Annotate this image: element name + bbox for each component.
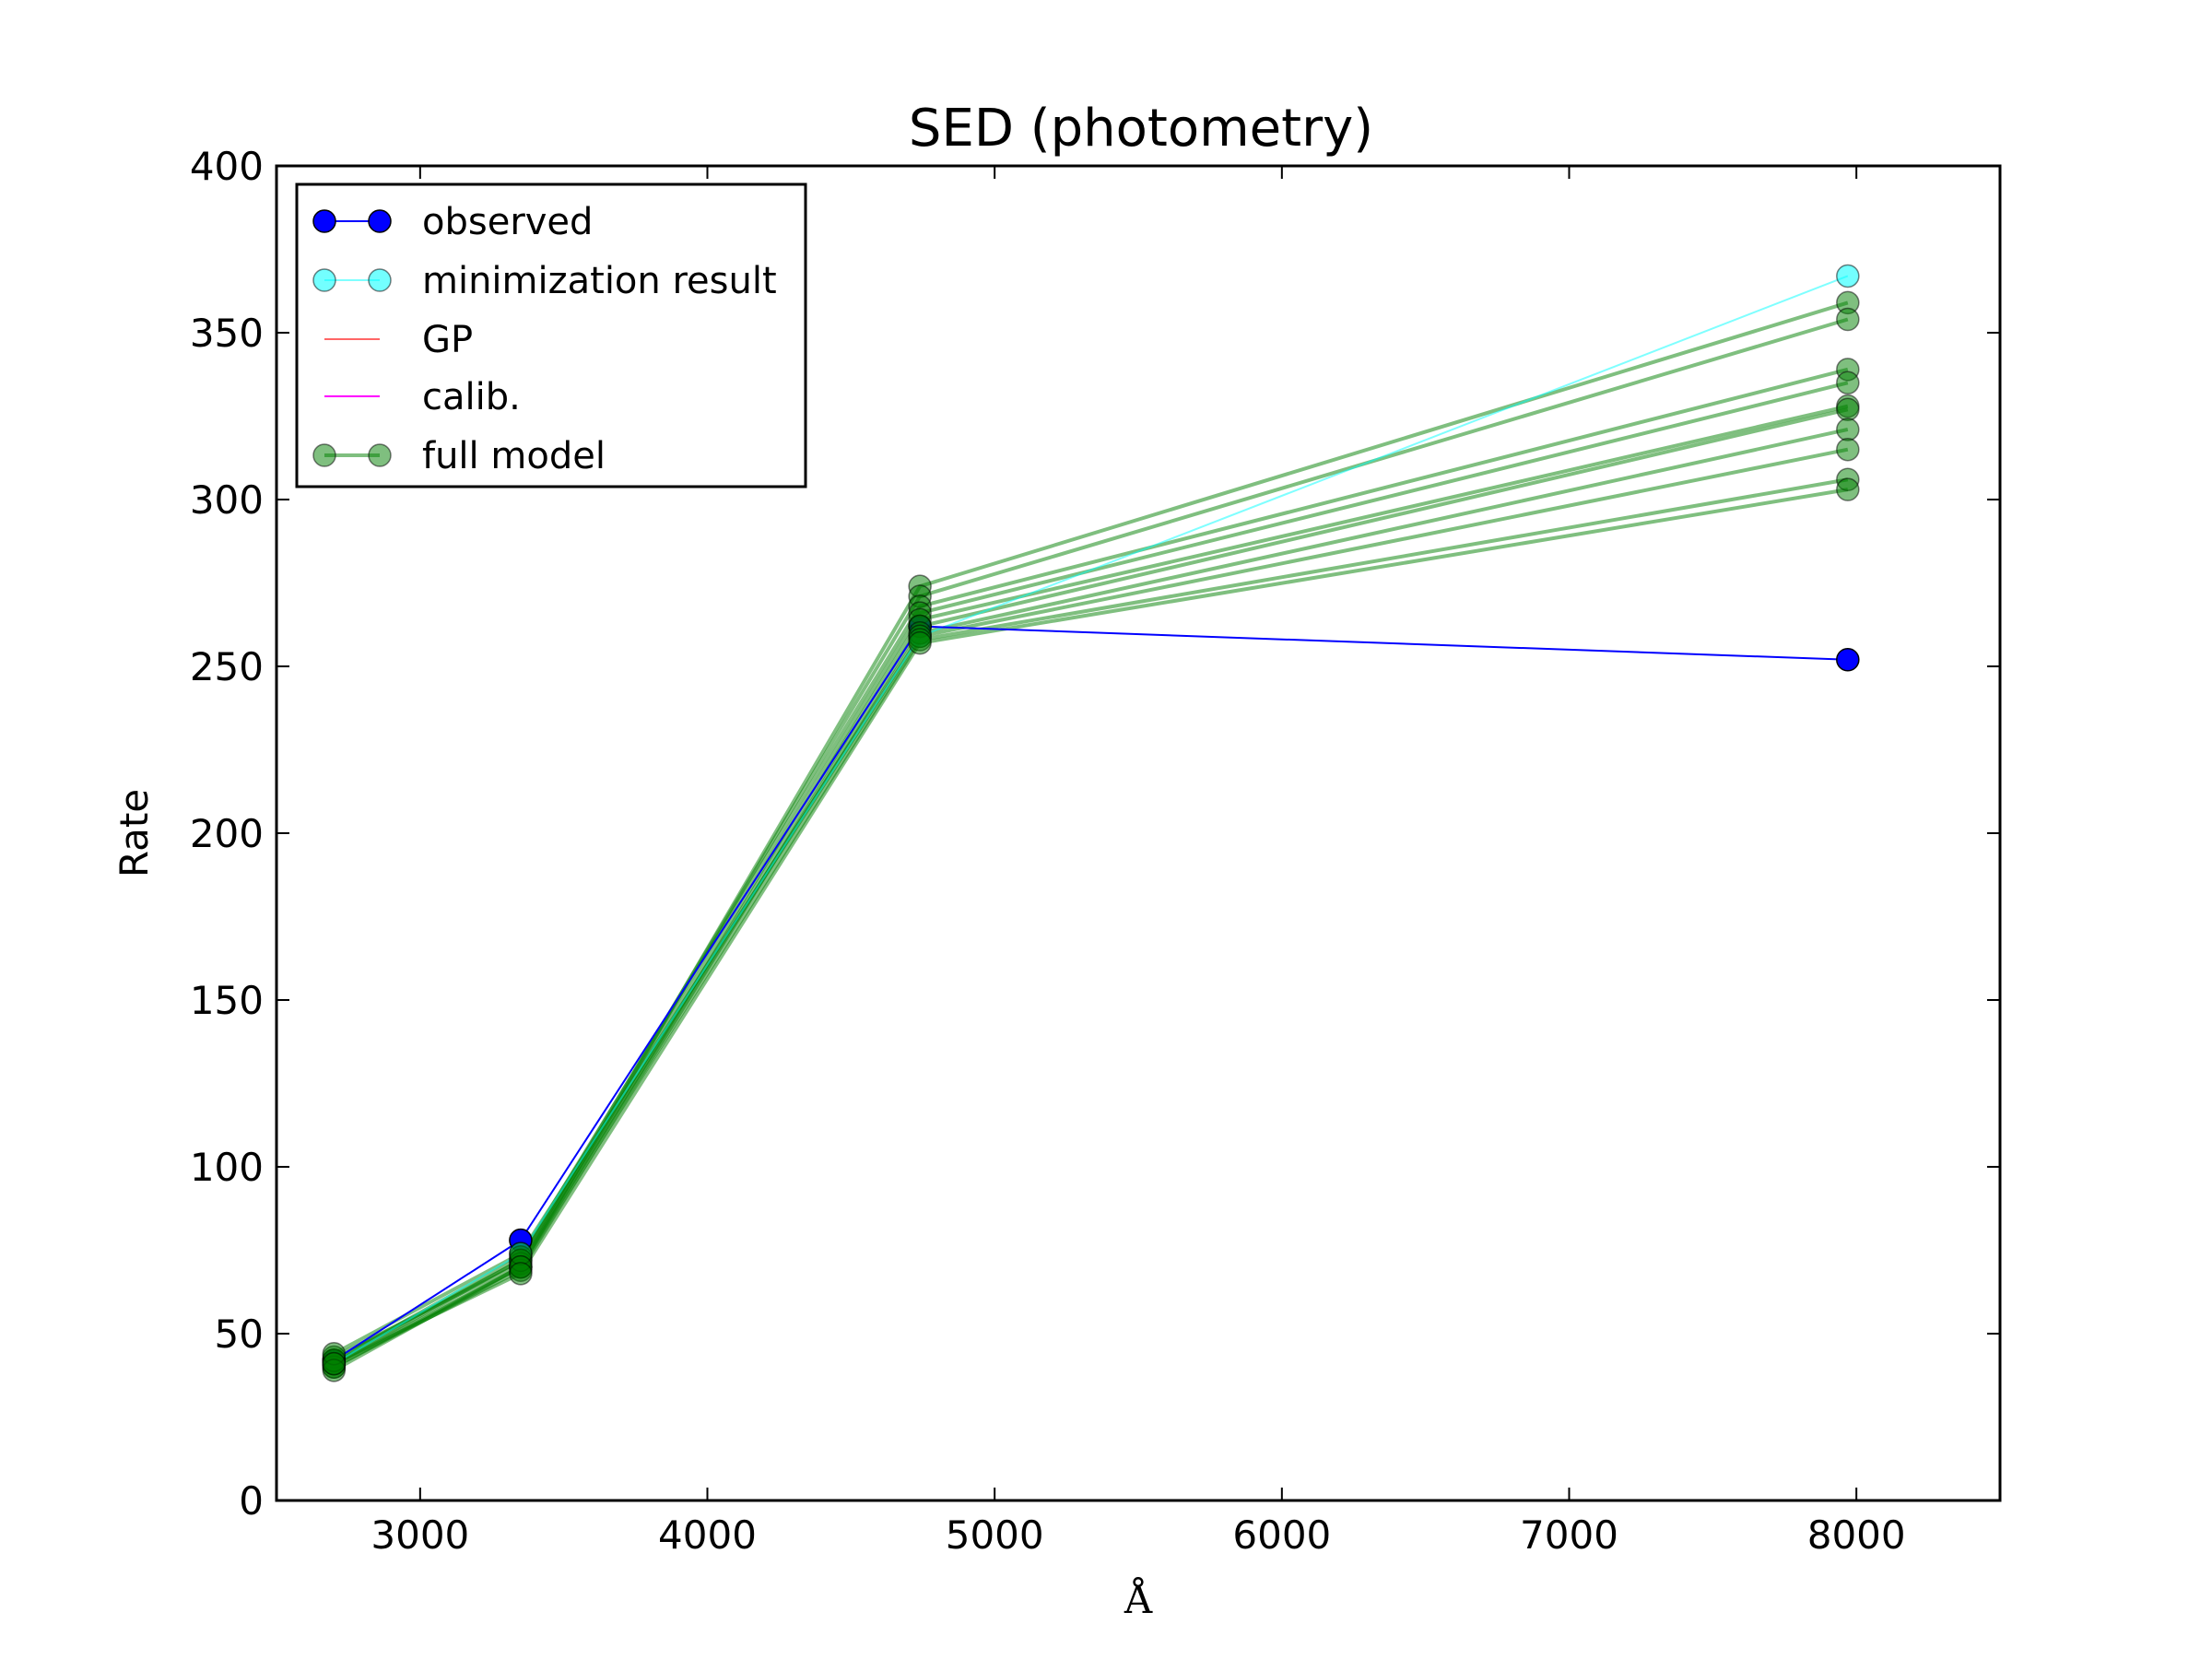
full-model-point (1836, 371, 1860, 395)
legend-swatch-marker (312, 209, 336, 233)
minimization-point (1836, 264, 1860, 288)
x-tick-label: 3000 (371, 1512, 469, 1558)
legend-swatch-marker (368, 209, 392, 233)
x-tick-label: 4000 (658, 1512, 757, 1558)
y-tick-label: 50 (215, 1312, 264, 1357)
full-model-point (1836, 397, 1860, 422)
full-model-point (1836, 477, 1860, 501)
y-axis: 0 50 100 150 200 250 300 350 400 (190, 144, 2000, 1524)
y-tick-label: 0 (239, 1478, 264, 1524)
legend-label: GP (422, 319, 473, 361)
y-tick-label: 200 (190, 811, 264, 856)
legend-label: full model (422, 435, 606, 477)
observed-point (1836, 648, 1860, 672)
y-tick-label: 150 (190, 978, 264, 1023)
legend-items: observed minimization result GP calib. full … (312, 201, 777, 477)
full-model-point (509, 1262, 533, 1286)
legend-label: minimization result (422, 260, 777, 302)
x-tick-label: 5000 (946, 1512, 1044, 1558)
legend-swatch-marker (312, 268, 336, 292)
legend-box (295, 182, 807, 488)
minimization-line (333, 275, 1849, 1365)
legend-swatch-marker (312, 443, 336, 467)
full-model-line (333, 488, 1849, 1366)
legend-label: observed (422, 201, 593, 243)
chart-title: SED (photometry) (909, 99, 1373, 159)
full-model-line (333, 404, 1849, 1366)
full-model-point (908, 630, 932, 655)
full-model-point (1836, 307, 1860, 332)
y-tick-label: 300 (190, 477, 264, 523)
x-tick-label: 7000 (1520, 1512, 1618, 1558)
x-axis: 3000 4000 5000 6000 7000 8000 (371, 166, 1906, 1558)
y-tick-label: 400 (190, 144, 264, 189)
y-tick-label: 350 (190, 311, 264, 356)
legend: observed minimization result GP calib. full … (295, 182, 807, 488)
y-tick-label: 250 (190, 644, 264, 689)
y-axis-label: Rate (112, 789, 157, 877)
x-tick-label: 6000 (1232, 1512, 1331, 1558)
full-model-point (1836, 437, 1860, 462)
full-model-point (1836, 418, 1860, 441)
x-axis-label: Å (1124, 1576, 1153, 1622)
x-tick-label: 8000 (1807, 1512, 1906, 1558)
plot-area: 3000 4000 5000 6000 7000 8000 0 50 100 150 200 250… (190, 144, 2002, 1558)
full-model-line (333, 407, 1849, 1369)
y-tick-label: 100 (190, 1145, 264, 1190)
full-model-point (322, 1351, 347, 1376)
legend-swatch-marker (368, 443, 392, 467)
series-layer (322, 264, 1860, 1382)
legend-label: calib. (422, 376, 521, 418)
observed-line (333, 625, 1848, 1361)
legend-swatch-marker (368, 268, 392, 292)
